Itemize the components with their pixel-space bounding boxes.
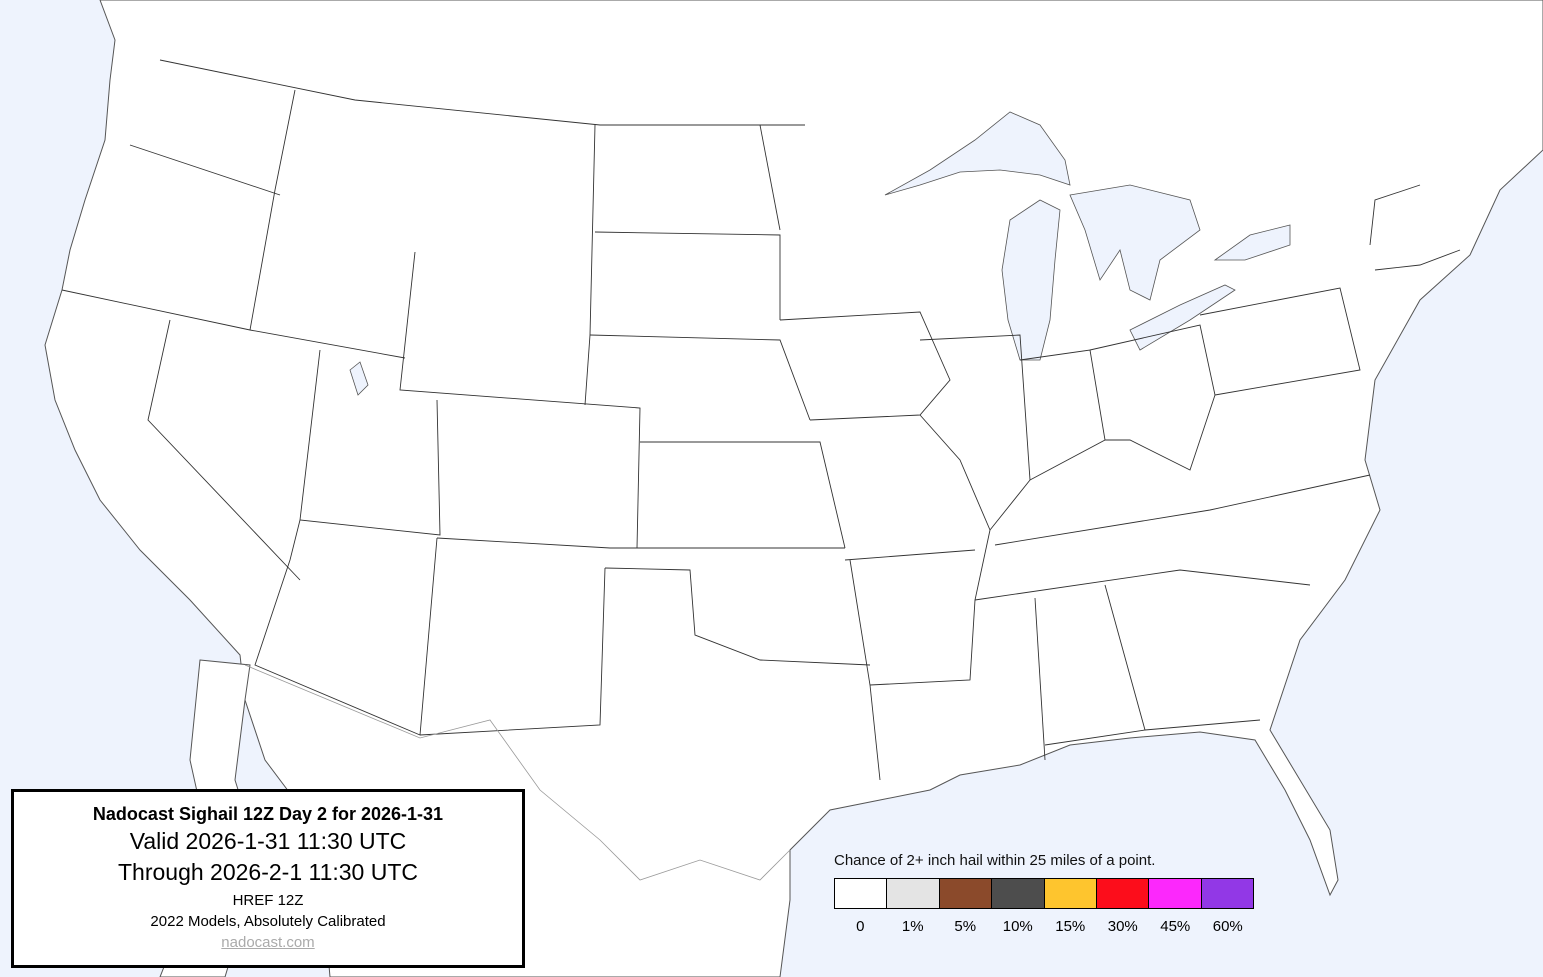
legend-swatch: [887, 879, 940, 908]
legend-swatch: [1201, 879, 1253, 908]
great-lakes: [349, 111, 1291, 396]
legend-labels: 0 1% 5% 10% 15% 30% 45% 60%: [834, 918, 1254, 935]
legend-label: 45%: [1160, 918, 1191, 935]
legend-swatch: [992, 879, 1045, 908]
lake-superior: [884, 111, 1071, 196]
model-run: HREF 12Z: [232, 892, 304, 909]
valid-time: Valid 2026-1-31 11:30 UTC: [129, 828, 407, 854]
legend-caption: Chance of 2+ inch hail within 25 miles o…: [834, 852, 1156, 869]
legend-swatch: [1149, 879, 1202, 908]
great-salt-lake: [349, 361, 369, 396]
legend: Chance of 2+ inch hail within 25 miles o…: [834, 852, 1254, 935]
legend-swatch: [1044, 879, 1097, 908]
legend-swatch: [939, 879, 993, 908]
legend-label: 1%: [901, 918, 924, 935]
legend-swatch: [835, 879, 888, 908]
international-borders: [244, 664, 791, 881]
forecast-title: Nadocast Sighail 12Z Day 2 for 2026-1-31: [92, 804, 444, 824]
nadocast-link[interactable]: nadocast.com: [221, 934, 315, 951]
lake-huron: [1069, 184, 1201, 301]
through-time: Through 2026-2-1 11:30 UTC: [117, 859, 419, 885]
state-borders: [61, 59, 1461, 781]
calibration-note: 2022 Models, Absolutely Calibrated: [150, 913, 386, 930]
legend-label: 60%: [1212, 918, 1243, 935]
legend-label: 30%: [1107, 918, 1138, 935]
lake-ontario: [1213, 224, 1291, 261]
legend-swatch: [1096, 879, 1150, 908]
lake-michigan: [1001, 199, 1061, 361]
lake-erie: [1129, 284, 1236, 351]
legend-label: 10%: [1002, 918, 1033, 935]
title-box: Nadocast Sighail 12Z Day 2 for 2026-1-31…: [11, 789, 525, 968]
legend-label: 15%: [1055, 918, 1086, 935]
legend-color-bar: [834, 878, 1254, 909]
legend-label: 5%: [954, 918, 977, 935]
legend-label: 0: [856, 918, 865, 935]
